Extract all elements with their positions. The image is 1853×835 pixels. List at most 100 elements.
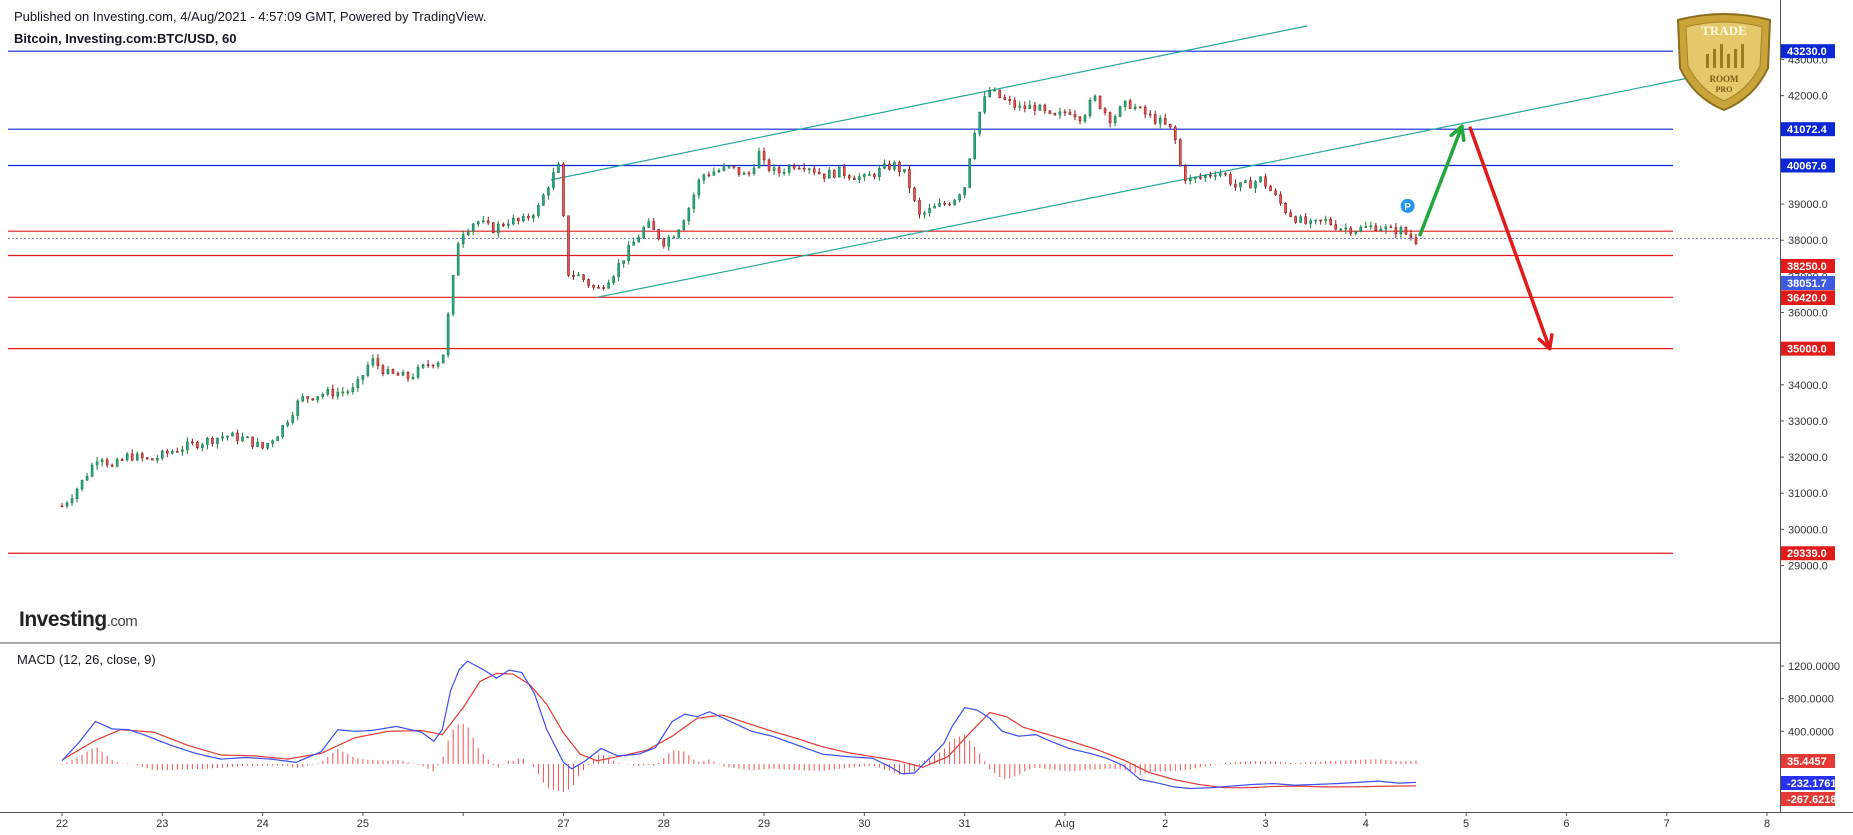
candle-body xyxy=(1189,178,1192,182)
candle-body xyxy=(130,453,134,461)
candle-body xyxy=(371,358,375,366)
candle-body xyxy=(878,167,881,178)
candle-body xyxy=(431,364,435,367)
candle-body xyxy=(797,167,801,170)
x-tick-label: 27 xyxy=(557,818,569,830)
candle-body xyxy=(1073,114,1077,118)
candle-body xyxy=(1369,225,1373,228)
candle-body xyxy=(1414,237,1418,244)
macd-y-tick-label: 400.0000 xyxy=(1788,726,1834,738)
candle-body xyxy=(647,221,651,228)
candle-body xyxy=(451,275,455,315)
candle-body xyxy=(436,362,440,367)
candle-body xyxy=(1173,126,1177,141)
badge-bar xyxy=(1734,49,1737,68)
candle-body xyxy=(1389,226,1393,229)
candle-body xyxy=(321,393,325,397)
candle-body xyxy=(1344,227,1348,230)
candle-body xyxy=(1133,106,1137,109)
candle-body xyxy=(1334,224,1338,230)
candle-body xyxy=(226,435,229,438)
candle-body xyxy=(1399,227,1403,235)
candle-body xyxy=(406,371,410,379)
candle-body xyxy=(221,436,224,439)
candle-body xyxy=(241,436,244,442)
macd-line xyxy=(61,660,1416,790)
candle-body xyxy=(186,441,189,451)
candle-body xyxy=(471,223,475,232)
candle-body xyxy=(1058,111,1062,116)
candle-body xyxy=(1379,228,1383,231)
candle-body xyxy=(863,174,866,178)
candle-body xyxy=(1183,165,1187,182)
candle-body xyxy=(607,282,610,289)
x-tick-label: 28 xyxy=(658,818,670,830)
candle-body xyxy=(832,169,836,178)
candle-body xyxy=(1219,173,1222,176)
trend-lower-channel xyxy=(596,75,1697,298)
candle-body xyxy=(1374,225,1378,231)
candle-body xyxy=(1209,174,1212,177)
candle-body xyxy=(441,354,445,364)
price-tag-7-text: 35000.0 xyxy=(1787,344,1827,356)
candle-body xyxy=(246,436,249,439)
candle-body xyxy=(1118,106,1122,117)
candle-body xyxy=(617,263,620,277)
candle-body xyxy=(1324,219,1328,221)
candle-body xyxy=(512,217,515,225)
candle-body xyxy=(411,376,415,379)
down-arrow-shaft xyxy=(1468,126,1552,351)
candle-body xyxy=(622,260,625,264)
candle-body xyxy=(973,133,976,159)
candle-body xyxy=(1204,174,1207,178)
macd-indicator-label: MACD (12, 26, close, 9) xyxy=(17,652,156,667)
candle-body xyxy=(842,166,846,176)
candle-body xyxy=(817,171,821,175)
price-tag-0-bg xyxy=(1781,44,1835,59)
candle-body xyxy=(171,451,174,454)
candle-body xyxy=(1148,113,1152,116)
candle-body xyxy=(1003,97,1007,100)
candle-body xyxy=(1194,177,1197,179)
candle-body xyxy=(873,174,876,178)
candle-body xyxy=(120,459,124,461)
candle-body xyxy=(416,367,420,378)
candle-body xyxy=(306,396,310,399)
candle-body xyxy=(1304,216,1307,224)
badge-sub: ROOM xyxy=(1710,74,1740,84)
candle-body xyxy=(582,274,585,280)
macd-value-tag-bg xyxy=(1781,776,1835,790)
candle-body xyxy=(807,168,811,171)
candle-body xyxy=(1063,111,1067,114)
candle-body xyxy=(702,174,706,181)
y-tick-label: 39000.0 xyxy=(1788,199,1828,211)
candle-body xyxy=(281,425,284,438)
candle-body xyxy=(291,415,294,423)
candle-body xyxy=(1269,185,1272,192)
macd-y-tick-label: 800.0000 xyxy=(1788,694,1834,706)
price-tag-8-bg xyxy=(1781,546,1835,561)
candle-body xyxy=(822,173,826,179)
candle-body xyxy=(938,202,941,207)
y-tick-label: 34000.0 xyxy=(1788,380,1828,392)
badge-bar xyxy=(1720,44,1723,68)
candle-body xyxy=(968,158,971,188)
p-marker-circle xyxy=(1400,198,1415,213)
candle-body xyxy=(351,387,355,393)
price-tag-2-text: 40067.6 xyxy=(1787,160,1827,172)
candle-body xyxy=(918,200,921,215)
candle-body xyxy=(597,286,600,289)
candle-body xyxy=(883,163,886,169)
candle-body xyxy=(1078,116,1082,122)
candle-body xyxy=(391,369,395,374)
candle-body xyxy=(1274,190,1277,195)
badge-bar xyxy=(1727,54,1730,68)
candle-body xyxy=(963,187,966,196)
p-marker-label: P xyxy=(1404,202,1411,213)
price-tag-4-text: 38051.7 xyxy=(1787,278,1827,290)
candle-body xyxy=(657,229,661,240)
candle-body xyxy=(737,167,741,175)
macd-signal-tag-bg xyxy=(1781,792,1835,806)
candle-body xyxy=(1289,212,1292,217)
